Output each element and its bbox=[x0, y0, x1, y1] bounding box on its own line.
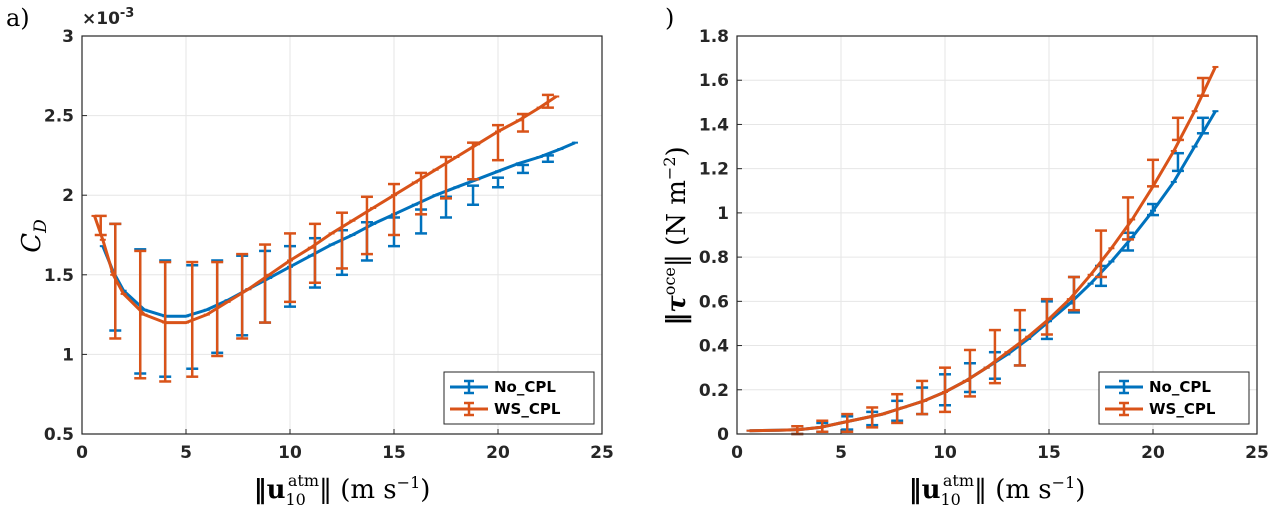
legend-entry-label: No_CPL bbox=[494, 378, 556, 396]
y-tick-label: 1.5 bbox=[44, 266, 74, 286]
y-axis-label-b: ‖τoce‖ (N m−2) bbox=[660, 146, 692, 325]
legend: No_CPL WS_CPL bbox=[443, 371, 595, 425]
y-tick-label: 0.8 bbox=[699, 248, 729, 268]
x-axis-label-b: ‖u10atm‖ (m s−1) bbox=[909, 471, 1086, 507]
y-tick-label: 3 bbox=[62, 27, 74, 47]
x-tick-label: 25 bbox=[590, 443, 614, 463]
y-tick-label: 0.5 bbox=[44, 425, 74, 445]
y-tick-label: 0.6 bbox=[699, 292, 729, 312]
chart-panel-b: 0 5 10 15 20 25 0 0.2 0.4 0.6 0.8 1 1.2 1.4 1.6 1.8 No_C… bbox=[699, 27, 1269, 463]
axes-frame bbox=[81, 35, 603, 435]
x-tick-label: 10 bbox=[933, 443, 957, 463]
y-tick-label: 2.5 bbox=[44, 107, 74, 127]
axes-frame bbox=[736, 35, 1258, 435]
x-tick-label: 5 bbox=[180, 443, 192, 463]
panel-a-label: a) bbox=[6, 4, 30, 32]
y-tick-label: 1.4 bbox=[699, 115, 729, 135]
x-axis-label-a: ‖u10atm‖ (m s−1) bbox=[254, 471, 431, 507]
y-tick-label: 0 bbox=[717, 425, 729, 445]
y-axis-label-a: CD bbox=[17, 219, 51, 253]
y-tick-label: 1.8 bbox=[699, 27, 729, 47]
y-tick-label: 2 bbox=[62, 186, 74, 206]
y-tick-label: 1.6 bbox=[699, 71, 729, 91]
x-tick-label: 20 bbox=[486, 443, 510, 463]
x-tick-label: 25 bbox=[1245, 443, 1269, 463]
x-tick-label: 15 bbox=[382, 443, 406, 463]
y-tick-label: 1 bbox=[62, 345, 74, 365]
x-tick-label: 5 bbox=[835, 443, 847, 463]
y-multiplier: ×10-3 bbox=[82, 6, 134, 29]
legend-entry-label: WS_CPL bbox=[1149, 400, 1216, 418]
chart-panel-a: 0 5 10 15 20 25 0.5 1 1.5 2 2.5 3 No_CPL WS_CPL bbox=[44, 27, 614, 463]
y-tick-label: 0.2 bbox=[699, 381, 729, 401]
y-tick-label: 0.4 bbox=[699, 337, 729, 357]
legend: No_CPL WS_CPL bbox=[1098, 371, 1250, 425]
x-tick-label: 10 bbox=[278, 443, 302, 463]
legend-entry-label: No_CPL bbox=[1149, 378, 1211, 396]
x-tick-label: 20 bbox=[1141, 443, 1165, 463]
y-tick-label: 1.2 bbox=[699, 160, 729, 180]
x-tick-label: 0 bbox=[76, 443, 88, 463]
x-tick-label: 15 bbox=[1037, 443, 1061, 463]
legend-entry-label: WS_CPL bbox=[494, 400, 561, 418]
panel-b-label: ) bbox=[665, 4, 674, 32]
plot-area bbox=[737, 36, 1257, 434]
y-tick-label: 1 bbox=[717, 204, 729, 224]
x-tick-label: 0 bbox=[731, 443, 743, 463]
